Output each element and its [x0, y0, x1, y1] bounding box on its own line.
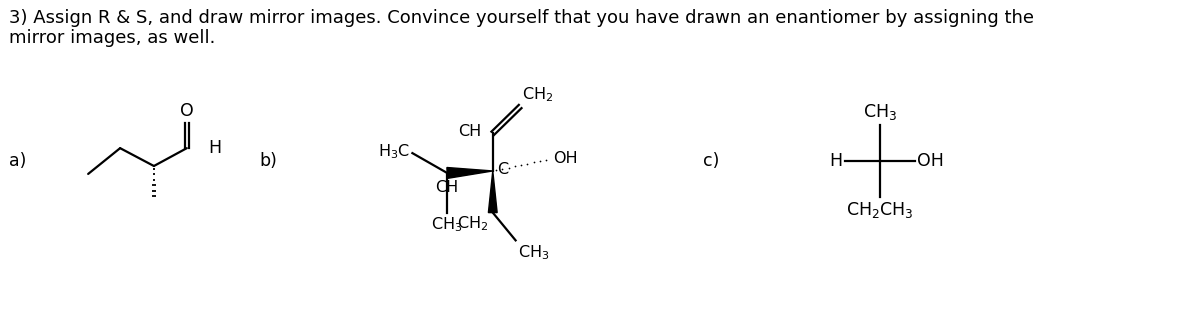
Text: H: H	[829, 152, 842, 170]
Text: CH$_3$: CH$_3$	[518, 243, 550, 262]
Polygon shape	[488, 171, 497, 212]
Text: CH: CH	[436, 180, 458, 195]
Text: mirror images, as well.: mirror images, as well.	[8, 29, 215, 47]
Text: O: O	[180, 102, 193, 121]
Polygon shape	[446, 167, 493, 178]
Text: CH$_2$: CH$_2$	[522, 85, 553, 104]
Text: OH: OH	[553, 151, 577, 166]
Text: 3) Assign R & S, and draw mirror images. Convince yourself that you have drawn a: 3) Assign R & S, and draw mirror images.…	[8, 9, 1033, 27]
Text: b): b)	[259, 152, 277, 170]
Text: c): c)	[703, 152, 719, 170]
Text: CH$_2$: CH$_2$	[457, 214, 488, 233]
Text: H: H	[208, 139, 221, 157]
Text: a): a)	[8, 152, 26, 170]
Text: C: C	[497, 163, 509, 177]
Text: CH$_3$: CH$_3$	[431, 215, 463, 234]
Text: CH$_3$: CH$_3$	[863, 102, 898, 122]
Text: CH: CH	[457, 124, 481, 139]
Text: H$_3$C: H$_3$C	[378, 143, 409, 162]
Text: CH$_2$CH$_3$: CH$_2$CH$_3$	[846, 200, 914, 220]
Text: OH: OH	[918, 152, 944, 170]
